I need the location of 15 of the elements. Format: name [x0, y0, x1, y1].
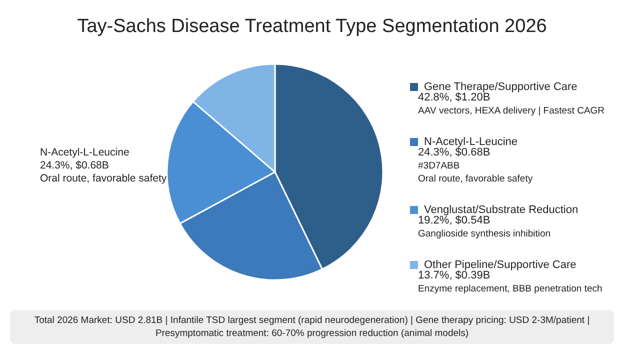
data-label: 19.2%, $0.54B: [418, 214, 490, 226]
legend-label: Venglustat/Substrate Reduction: [424, 204, 578, 216]
legend-label: N-Acetyl-L-Leucine: [424, 136, 518, 148]
text: AAV vectors, HEXA delivery | Fastest CAGR: [418, 106, 605, 116]
legend-label: Other Pipeline/Supportive Care: [424, 259, 576, 271]
text: Enzyme replacement, BBB penetration tech: [418, 284, 602, 294]
text: N-Acetyl-L-Leucine 24.3%, $0.68B Oral route, favorable safety: [40, 146, 168, 184]
text: Ganglioside synthesis inhibition: [418, 228, 551, 240]
legend-label: Gene Therape/Supportive Care: [424, 81, 578, 93]
text: #3D7ABB Oral route, favorable safety: [418, 160, 533, 184]
text: Total 2026 Market: USD 2.81B | Infantile TSD largest segment (rapid neurodegeneration) | Gene therapy pricing: USD 2-3M/patient | Presymptomatic treatment: 60-70% progression reduction (animal models): [34, 315, 590, 339]
data-label: 13.7%, $0.39B: [418, 270, 490, 282]
data-label: 24.3%, $0.68B: [418, 146, 490, 158]
chart-title: Tay-Sachs Disease Treatment Type Segmentation 2026: [77, 16, 547, 37]
data-label: 42.8%, $1.20B: [418, 92, 490, 104]
